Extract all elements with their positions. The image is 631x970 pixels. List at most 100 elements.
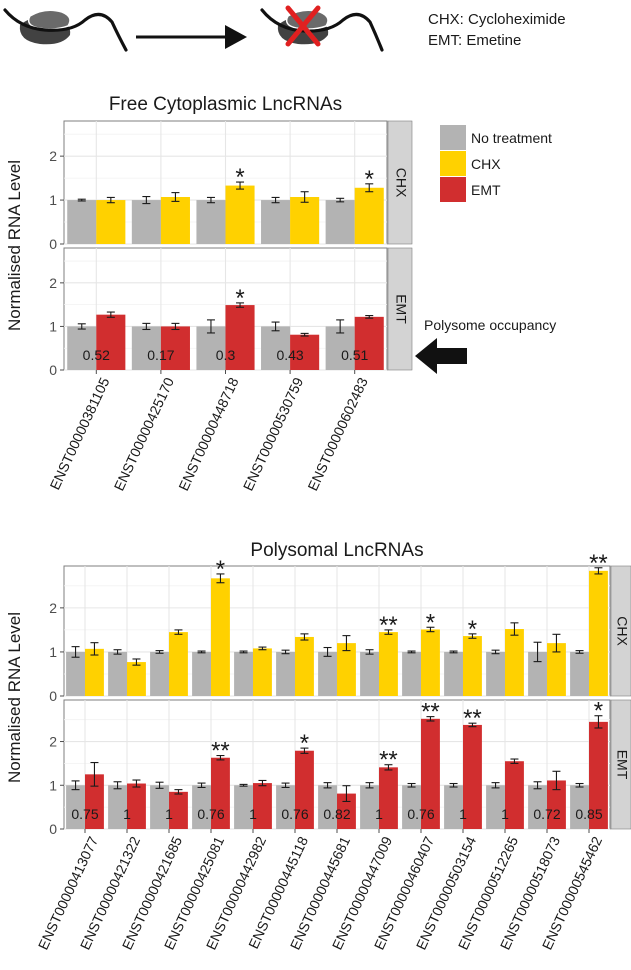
bar-chx: [463, 636, 482, 696]
right-arrow-icon: [136, 25, 247, 49]
bar-emt: [225, 305, 255, 370]
bar-chx: [85, 648, 104, 696]
legend-label-no-treatment: No treatment: [471, 130, 552, 146]
occupancy-label: 0.51: [341, 347, 368, 363]
bar-emt: [290, 334, 320, 370]
significance-marker: *: [235, 285, 244, 312]
bar-chx: [379, 632, 398, 696]
bar-no-treatment: [66, 785, 85, 829]
significance-marker: **: [421, 699, 440, 726]
occupancy-annotation: Polysome occupancy: [424, 317, 556, 333]
y-tick-label: 1: [49, 777, 57, 793]
y-tick-label: 2: [49, 600, 57, 616]
bar-emt: [463, 724, 482, 829]
occupancy-label: 0.76: [281, 806, 308, 822]
bar-no-treatment: [360, 651, 379, 696]
facet-strip: [610, 565, 631, 697]
occupancy-label: 0.43: [276, 347, 303, 363]
bar-chx: [295, 636, 314, 696]
legend-key-emt: [440, 177, 466, 202]
y-tick-label: 2: [49, 275, 57, 291]
y-tick-label: 2: [49, 148, 57, 164]
bar-chx: [354, 187, 384, 244]
facet-strip: [610, 699, 631, 830]
bar-no-treatment: [402, 651, 421, 696]
y-tick-label: 0: [49, 821, 57, 837]
occupancy-label: 1: [459, 806, 467, 822]
bar-no-treatment: [67, 326, 97, 370]
bar-emt: [421, 718, 440, 829]
diagram-legend-line-1: CHX: Cycloheximide: [428, 11, 566, 28]
bar-chx: [547, 643, 566, 696]
chart-title: Free Cytoplasmic LncRNAs: [109, 94, 342, 115]
bar-emt: [127, 783, 146, 829]
x-tick-label: ENST00000425170: [111, 375, 178, 493]
bar-emt: [211, 757, 230, 829]
bar-no-treatment: [66, 651, 85, 696]
bar-no-treatment: [318, 651, 337, 696]
facet-strip-label: CHX: [393, 168, 409, 198]
bar-emt: [547, 780, 566, 829]
bar-no-treatment: [108, 651, 127, 696]
bar-emt: [96, 314, 126, 370]
facet-strip: [387, 120, 413, 245]
bar-no-treatment: [276, 651, 295, 696]
occupancy-label: 1: [375, 806, 383, 822]
bar-no-treatment: [192, 785, 211, 829]
bar-no-treatment: [108, 785, 127, 829]
bar-chx: [169, 632, 188, 696]
occupancy-label: 0.3: [216, 347, 236, 363]
bar-chx: [421, 629, 440, 696]
occupancy-label: 1: [165, 806, 173, 822]
significance-marker: *: [300, 730, 309, 757]
legend-label-chx: CHX: [471, 156, 501, 172]
bar-no-treatment: [570, 785, 589, 829]
occupancy-label: 0.82: [323, 806, 350, 822]
bar-no-treatment: [325, 326, 355, 370]
bar-chx: [290, 196, 320, 244]
significance-marker: *: [235, 164, 244, 191]
x-tick-label: ENST00000602483: [304, 375, 371, 493]
significance-marker: *: [426, 609, 435, 636]
occupancy-label: 1: [249, 806, 257, 822]
bar-no-treatment: [318, 785, 337, 829]
bar-emt: [160, 326, 190, 370]
y-tick-label: 0: [49, 362, 57, 378]
bar-no-treatment: [261, 326, 291, 370]
diagram-legend-line-2: EMT: Emetine: [428, 32, 521, 49]
bar-no-treatment: [150, 785, 169, 829]
bar-no-treatment: [570, 651, 589, 696]
bar-emt: [589, 721, 608, 829]
significance-marker: **: [589, 550, 608, 577]
occupancy-label: 0.75: [71, 806, 98, 822]
facet-strip-label: EMT: [614, 750, 630, 780]
occupancy-label: 0.52: [83, 347, 110, 363]
bar-no-treatment: [131, 200, 161, 244]
bar-emt: [337, 793, 356, 829]
legend-key-no-treatment: [440, 125, 466, 150]
bar-no-treatment: [486, 785, 505, 829]
bar-chx: [505, 629, 524, 696]
facet-strip: [387, 247, 413, 371]
x-tick-label: ENST00000381105: [46, 375, 112, 492]
y-tick-label: 1: [49, 644, 57, 660]
bar-chx: [127, 662, 146, 696]
bar-emt: [505, 761, 524, 829]
bar-emt: [354, 316, 384, 370]
occupancy-label: 0.76: [407, 806, 434, 822]
x-tick-label: ENST00000448718: [175, 375, 242, 493]
bar-emt: [85, 774, 104, 829]
bar-no-treatment: [234, 651, 253, 696]
bar-chx: [337, 643, 356, 696]
bar-no-treatment: [196, 200, 226, 244]
bar-chx: [589, 570, 608, 696]
bar-chx: [225, 185, 255, 244]
occupancy-label: 0.76: [197, 806, 224, 822]
ribosome-crossed-icon: [260, 5, 384, 52]
significance-marker: **: [463, 705, 482, 732]
facet-strip-label: EMT: [393, 294, 409, 324]
bar-emt: [253, 783, 272, 829]
bar-no-treatment: [444, 785, 463, 829]
bar-no-treatment: [150, 651, 169, 696]
